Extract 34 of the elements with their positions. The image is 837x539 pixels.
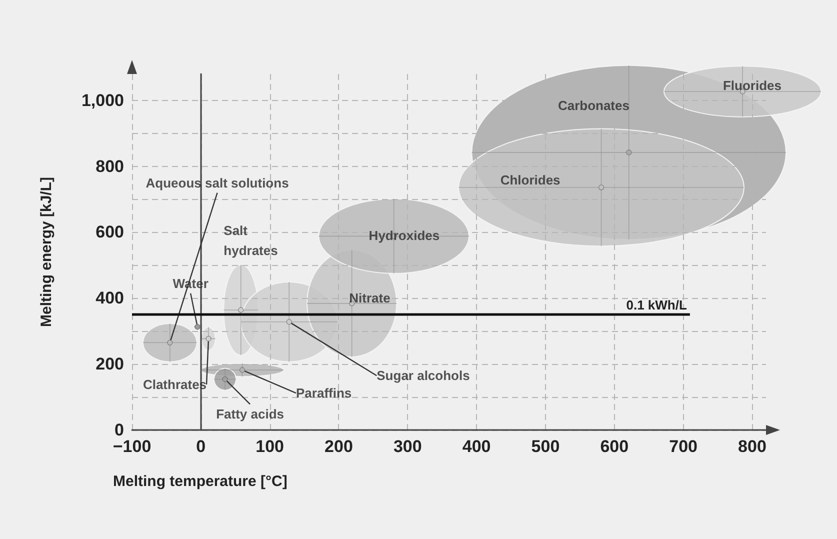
y-tick-label: 1,000: [81, 90, 124, 110]
point: [239, 367, 246, 373]
text: Fatty acids: [216, 406, 284, 422]
text: Salt hydrates: [224, 222, 278, 258]
x-tick-label: 300: [393, 437, 422, 456]
x-tick-label: 400: [462, 437, 491, 456]
x-tick-label: 500: [531, 437, 560, 456]
y-tick-label: 0: [114, 420, 124, 440]
text: Paraffins: [296, 386, 352, 401]
x-axis-title: Melting temperature [°C]: [113, 473, 288, 490]
x-tick-label: 800: [738, 437, 766, 456]
point: [598, 184, 604, 190]
y-tick-label: 600: [96, 222, 124, 242]
series-label: Fluorides: [722, 78, 782, 94]
text: Sugar alcohols: [376, 368, 470, 384]
y-axis-title: Melting energy [kJ/L]: [38, 176, 55, 328]
x-tick-label: 200: [324, 437, 353, 456]
point: [238, 307, 244, 313]
text: Carbonates: [558, 98, 630, 113]
series-label: Hydroxides: [368, 228, 440, 244]
y-tick-label: 800: [96, 156, 124, 176]
y-tick-label: 200: [96, 354, 124, 374]
x-tick-label: 0: [196, 437, 206, 456]
series-label: Nitrate: [349, 290, 390, 306]
point: [167, 340, 173, 346]
point: [626, 150, 632, 156]
ref-line-label: 0.1 kWh/L: [626, 298, 687, 313]
point: [286, 319, 292, 325]
text: Chlorides: [500, 172, 560, 188]
y-tick-label: 400: [96, 288, 124, 308]
x-tick-label: 600: [600, 437, 629, 456]
x-tick-label: 700: [669, 437, 698, 456]
x-tick-label: −100: [112, 437, 152, 456]
x-tick-label: 100: [256, 437, 284, 456]
